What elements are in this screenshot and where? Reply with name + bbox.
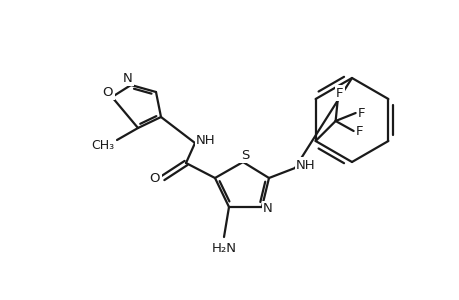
Text: CH₃: CH₃ (91, 139, 114, 152)
Text: F: F (335, 86, 342, 100)
Text: F: F (357, 106, 364, 119)
Text: NH: NH (296, 158, 315, 172)
Text: N: N (263, 202, 272, 215)
Text: O: O (102, 85, 113, 98)
Text: S: S (241, 148, 249, 161)
Text: H₂N: H₂N (211, 242, 236, 256)
Text: F: F (355, 124, 363, 137)
Text: O: O (150, 172, 160, 184)
Text: NH: NH (196, 134, 215, 146)
Text: N: N (123, 71, 133, 85)
